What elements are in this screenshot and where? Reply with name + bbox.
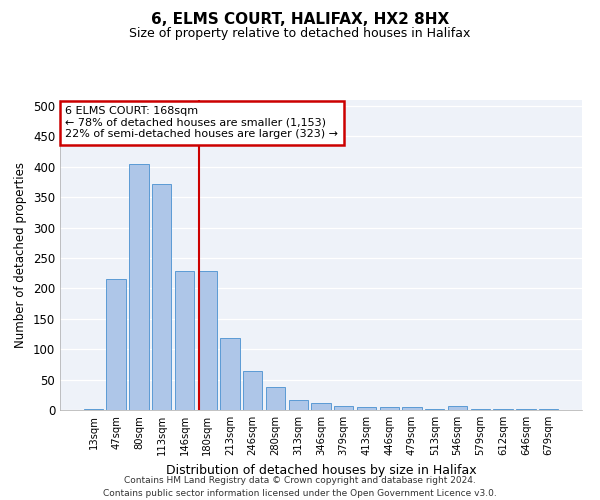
Bar	[175, 272, 194, 410]
Bar	[220, 338, 239, 410]
Bar	[129, 164, 149, 410]
Y-axis label: Number of detached properties: Number of detached properties	[14, 162, 28, 348]
Bar	[380, 407, 399, 410]
Text: 6, ELMS COURT, HALIFAX, HX2 8HX: 6, ELMS COURT, HALIFAX, HX2 8HX	[151, 12, 449, 28]
Bar	[357, 407, 376, 410]
Bar	[84, 409, 103, 410]
Text: 6 ELMS COURT: 168sqm
← 78% of detached houses are smaller (1,153)
22% of semi-de: 6 ELMS COURT: 168sqm ← 78% of detached h…	[65, 106, 338, 140]
Bar	[152, 184, 172, 410]
Bar	[106, 280, 126, 410]
Bar	[311, 404, 331, 410]
Bar	[403, 407, 422, 410]
Bar	[289, 400, 308, 410]
Bar	[243, 371, 262, 410]
Bar	[448, 406, 467, 410]
X-axis label: Distribution of detached houses by size in Halifax: Distribution of detached houses by size …	[166, 464, 476, 476]
Bar	[334, 406, 353, 410]
Text: Contains HM Land Registry data © Crown copyright and database right 2024.
Contai: Contains HM Land Registry data © Crown c…	[103, 476, 497, 498]
Text: Size of property relative to detached houses in Halifax: Size of property relative to detached ho…	[130, 28, 470, 40]
Bar	[266, 387, 285, 410]
Bar	[197, 272, 217, 410]
